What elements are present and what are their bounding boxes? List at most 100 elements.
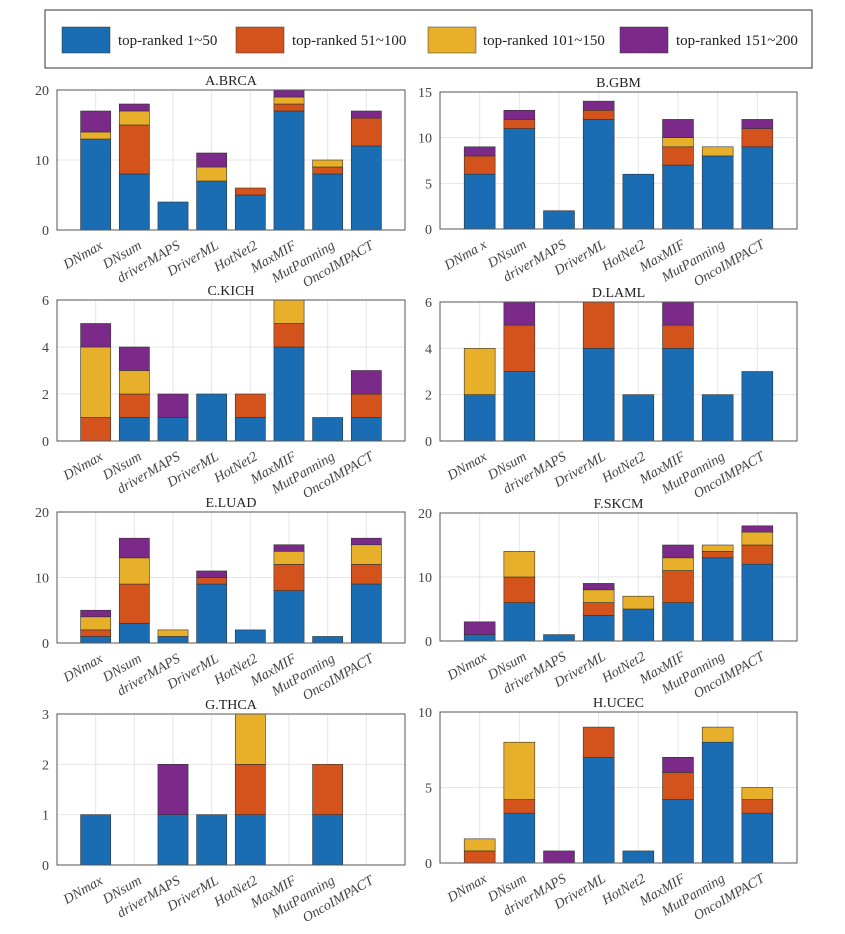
bar-segment-4 <box>503 301 536 326</box>
x-tick-label: DNmax <box>60 873 106 908</box>
bar-segment-3 <box>118 370 150 395</box>
bar-segment-4 <box>662 756 694 773</box>
panel-a-brca: 01020DNmaxDNsumdriverMAPSDriverMLHotNet2… <box>35 74 406 291</box>
bar-segment-1 <box>157 814 189 866</box>
bar-segment-2 <box>80 629 112 637</box>
bar-segment-2 <box>312 166 344 175</box>
bar-segment-2 <box>741 544 774 565</box>
axes-box <box>439 301 798 442</box>
bar-segment-1 <box>350 583 382 644</box>
bar-segment-3 <box>118 557 150 585</box>
panel-f-skcm: 01020DNmaxDNsumdriverMAPSDriverMLHotNet2… <box>418 497 798 702</box>
bar-segment-2 <box>312 764 344 815</box>
bar-segment-1 <box>273 590 305 644</box>
bar-segment-1 <box>157 201 189 231</box>
bar-segment-3 <box>80 131 112 140</box>
bar-segment-1 <box>196 814 228 866</box>
bar-segment-4 <box>350 110 382 119</box>
bar-segment-2 <box>741 799 774 814</box>
y-tick-label: 2 <box>42 758 49 773</box>
y-tick-label: 0 <box>425 635 432 650</box>
y-tick-label: 5 <box>425 177 432 192</box>
bar-segment-4 <box>80 323 112 348</box>
bar-segment-4 <box>741 119 774 129</box>
axes-box <box>439 711 798 864</box>
bar-segment-3 <box>350 544 382 565</box>
bar-segment-1 <box>463 394 496 442</box>
bar-segment-1 <box>741 146 774 230</box>
y-tick-label: 0 <box>425 435 432 450</box>
bar-segment-2 <box>273 564 305 591</box>
bar-segment-1 <box>543 634 575 642</box>
bar-segment-2 <box>80 417 112 442</box>
x-tick-label: DNmax <box>444 449 490 484</box>
bar-segment-3 <box>503 741 536 800</box>
panel-d-laml: 0246DNmaxDNsumdriverMAPSDriverMLHotNet2M… <box>425 286 798 502</box>
bar-segment-3 <box>662 557 694 571</box>
bar-segment-4 <box>662 301 694 326</box>
bar-segment-2 <box>234 764 266 815</box>
bar-segment-3 <box>503 551 536 578</box>
bar-segment-2 <box>582 726 615 758</box>
bar-segment-4 <box>662 119 694 138</box>
bar-segment-3 <box>701 146 734 157</box>
bar-segment-2 <box>701 551 734 559</box>
panel-e-luad: 01020DNmaxDNsumdriverMAPSDriverMLHotNet2… <box>35 496 406 704</box>
y-tick-label: 0 <box>42 637 49 652</box>
legend-swatch-4 <box>619 26 669 54</box>
bar-segment-3 <box>741 787 774 800</box>
bar-segment-2 <box>662 324 694 349</box>
bar-segment-3 <box>80 346 112 418</box>
axes-box <box>56 89 406 231</box>
bar-segment-4 <box>273 544 305 552</box>
y-tick-label: 4 <box>42 341 49 356</box>
y-tick-label: 15 <box>418 86 432 101</box>
bar-segment-1 <box>157 417 189 442</box>
bar-segment-2 <box>196 577 228 585</box>
plot-area <box>440 92 797 229</box>
bar-segment-1 <box>234 417 266 442</box>
y-tick-label: 4 <box>425 342 432 357</box>
bar-segment-2 <box>503 576 536 603</box>
bar-segment-1 <box>157 636 189 644</box>
bar-segment-3 <box>582 589 615 603</box>
bar-segment-3 <box>741 531 774 546</box>
legend-label-1: top-ranked 1~50 <box>118 33 217 49</box>
bar-segment-1 <box>463 173 496 230</box>
bar-segment-4 <box>273 89 305 98</box>
panel-title: G.THCA <box>205 698 258 713</box>
bar-segment-3 <box>196 166 228 182</box>
bar-segment-1 <box>234 629 266 644</box>
bar-segment-1 <box>701 557 734 642</box>
bar-segment-2 <box>503 799 536 814</box>
x-tick-label: DNmax <box>60 651 106 686</box>
bar-segment-3 <box>273 96 305 105</box>
bar-segment-1 <box>80 138 112 231</box>
y-tick-label: 2 <box>42 388 49 403</box>
y-tick-label: 5 <box>425 782 432 797</box>
y-tick-label: 20 <box>418 507 432 522</box>
bar-segment-2 <box>350 117 382 147</box>
bar-segment-1 <box>741 812 774 864</box>
bar-segment-1 <box>463 634 496 642</box>
panel-g-thca: 0123DNmaxDNsumdriverMAPSDriverMLHotNet2M… <box>42 698 406 926</box>
bar-segment-2 <box>273 323 305 348</box>
bar-segment-1 <box>622 850 655 864</box>
bar-segment-1 <box>701 394 734 442</box>
bar-segment-2 <box>463 155 496 175</box>
axes-box <box>56 511 406 644</box>
bar-segment-1 <box>312 173 344 231</box>
bar-segment-1 <box>196 393 228 442</box>
legend-label-4: top-ranked 151~200 <box>676 33 798 49</box>
bar-segment-1 <box>312 417 344 442</box>
bar-segment-3 <box>312 159 344 168</box>
axes-box <box>439 91 798 230</box>
bar-segment-4 <box>463 146 496 157</box>
bar-segment-2 <box>503 324 536 372</box>
axes-box <box>56 713 406 866</box>
panel-title: C.KICH <box>207 284 254 299</box>
bar-segment-1 <box>662 799 694 864</box>
legend-swatch-1 <box>61 26 111 54</box>
